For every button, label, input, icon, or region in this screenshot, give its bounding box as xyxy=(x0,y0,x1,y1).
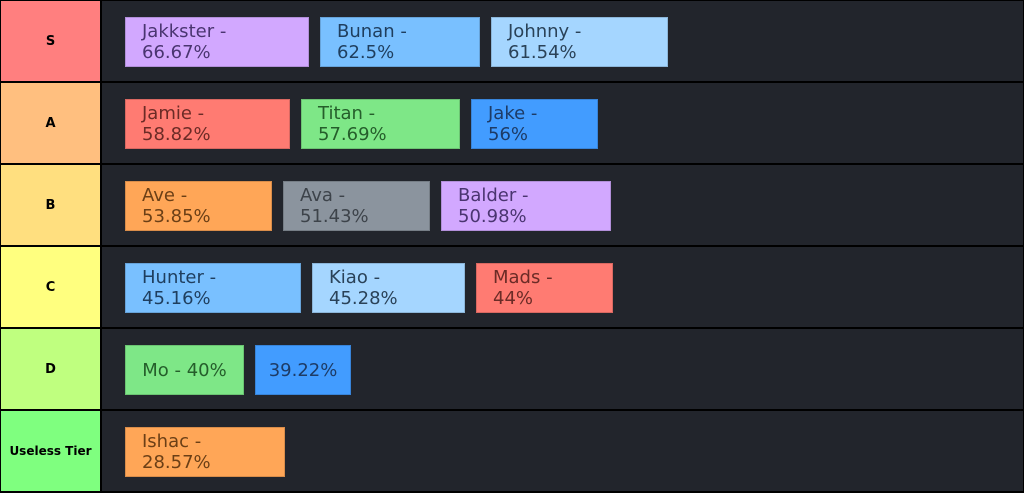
tier-label[interactable]: C xyxy=(1,247,100,327)
tier-item-card[interactable]: 39.22% xyxy=(255,345,351,395)
tier-items-dropzone[interactable]: Jakkster - 66.67% Bunan - 62.5% Johnny - 6… xyxy=(102,1,1023,81)
tier-items-dropzone[interactable]: Mo - 40% 39.22% xyxy=(102,329,1023,409)
tier-item-card[interactable]: Ava - 51.43% xyxy=(283,181,430,231)
tier-items-dropzone[interactable]: Ishac - 28.57% xyxy=(102,411,1023,491)
tier-item-card[interactable]: Ishac - 28.57% xyxy=(125,427,285,477)
tier-item-card[interactable]: Titan - 57.69% xyxy=(301,99,460,149)
tier-row: A Jamie - 58.82% Titan - 57.69% Jake - 56% xyxy=(1,83,1023,163)
tier-item-card[interactable]: Jake - 56% xyxy=(471,99,598,149)
tier-label[interactable]: Useless Tier xyxy=(1,411,100,491)
tier-row: D Mo - 40% 39.22% xyxy=(1,329,1023,409)
tier-item-card[interactable]: Ave - 53.85% xyxy=(125,181,272,231)
tier-item-card[interactable]: Jakkster - 66.67% xyxy=(125,17,309,67)
tier-row: S Jakkster - 66.67% Bunan - 62.5% Johnny - … xyxy=(1,1,1023,81)
tier-item-card[interactable]: Mads - 44% xyxy=(476,263,613,313)
tier-items-dropzone[interactable]: Jamie - 58.82% Titan - 57.69% Jake - 56% xyxy=(102,83,1023,163)
tier-item-card[interactable]: Jamie - 58.82% xyxy=(125,99,290,149)
tier-item-card[interactable]: Bunan - 62.5% xyxy=(320,17,480,67)
tier-row: Useless Tier Ishac - 28.57% xyxy=(1,411,1023,491)
tier-item-card[interactable]: Balder - 50.98% xyxy=(441,181,611,231)
tier-items-dropzone[interactable]: Hunter - 45.16% Kiao - 45.28% Mads - 44% xyxy=(102,247,1023,327)
tier-item-card[interactable]: Kiao - 45.28% xyxy=(312,263,465,313)
tier-label[interactable]: B xyxy=(1,165,100,245)
tier-items-dropzone[interactable]: Ave - 53.85% Ava - 51.43% Balder - 50.98% xyxy=(102,165,1023,245)
tier-label[interactable]: S xyxy=(1,1,100,81)
tier-label[interactable]: D xyxy=(1,329,100,409)
tier-item-card[interactable]: Mo - 40% xyxy=(125,345,244,395)
tier-row: C Hunter - 45.16% Kiao - 45.28% Mads - 44% xyxy=(1,247,1023,327)
tier-row: B Ave - 53.85% Ava - 51.43% Balder - 50.98% xyxy=(1,165,1023,245)
tier-label[interactable]: A xyxy=(1,83,100,163)
tier-item-card[interactable]: Hunter - 45.16% xyxy=(125,263,301,313)
tier-item-card[interactable]: Johnny - 61.54% xyxy=(491,17,668,67)
